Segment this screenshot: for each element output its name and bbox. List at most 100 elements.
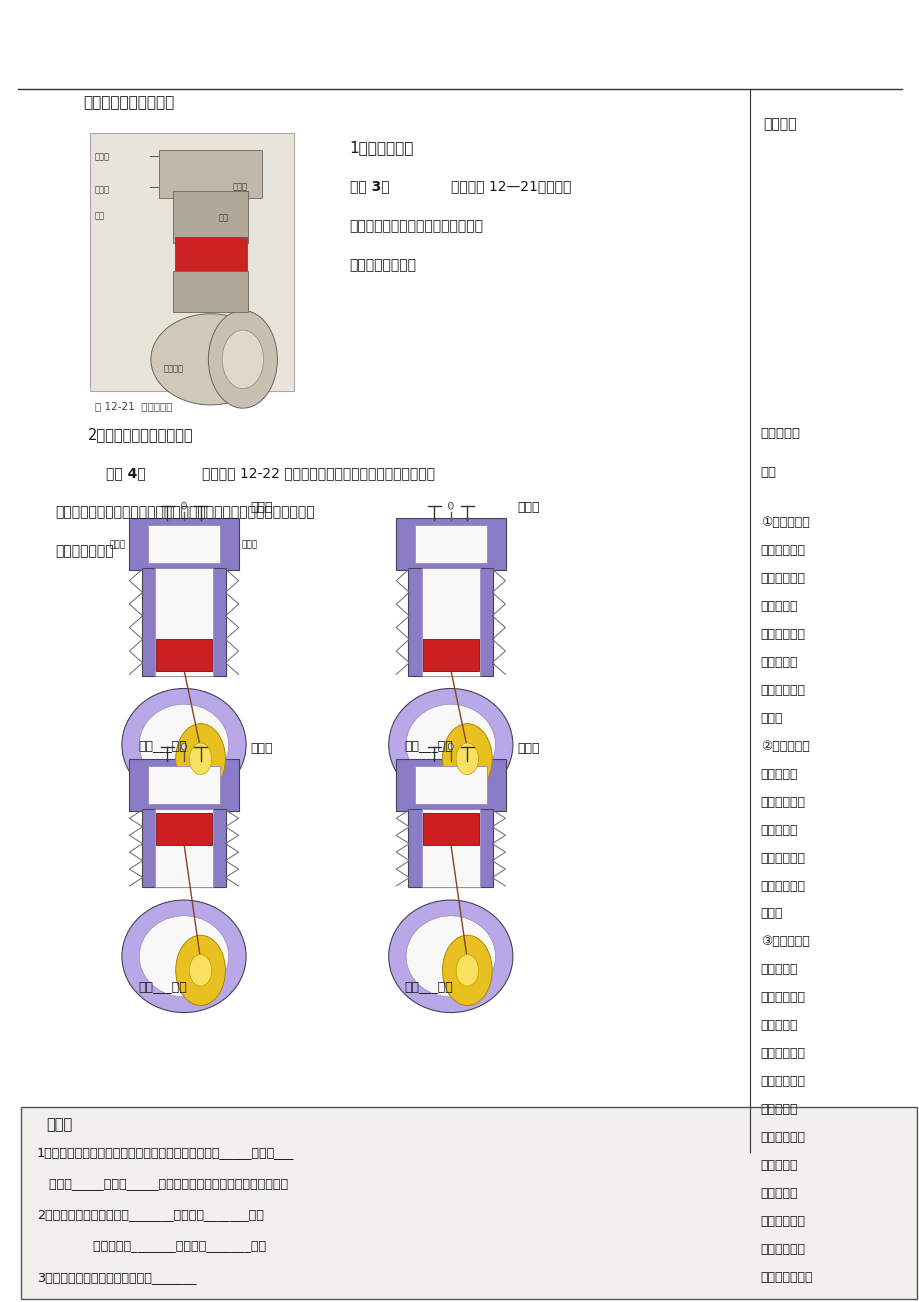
Text: 特点：: 特点： xyxy=(516,742,539,755)
FancyBboxPatch shape xyxy=(129,518,239,570)
FancyBboxPatch shape xyxy=(142,809,226,888)
Text: 进气门: 进气门 xyxy=(109,540,126,549)
Text: 进入气缸（图: 进入气缸（图 xyxy=(760,684,805,697)
Text: 压的气体推: 压的气体推 xyxy=(760,1159,798,1172)
Ellipse shape xyxy=(405,915,495,997)
FancyBboxPatch shape xyxy=(21,1107,916,1299)
Text: 乙：___冲程: 乙：___冲程 xyxy=(404,738,453,751)
Text: 图 12-21  汽油机模型: 图 12-21 汽油机模型 xyxy=(95,401,172,411)
Ellipse shape xyxy=(139,915,229,997)
Circle shape xyxy=(448,743,453,750)
FancyBboxPatch shape xyxy=(173,271,248,312)
FancyBboxPatch shape xyxy=(173,191,248,243)
FancyBboxPatch shape xyxy=(421,809,480,888)
Text: 高温高压的: 高温高压的 xyxy=(760,1103,798,1116)
Text: 做功（图丙）。: 做功（图丙）。 xyxy=(760,1271,812,1284)
Text: 动，汽油和空: 动，汽油和空 xyxy=(760,628,805,641)
Circle shape xyxy=(189,743,211,775)
Text: 2、能量转化：压缩冲程：_______能转化为_______能；: 2、能量转化：压缩冲程：_______能转化为_______能； xyxy=(37,1208,264,1221)
Text: 气的混合物: 气的混合物 xyxy=(760,655,798,668)
FancyBboxPatch shape xyxy=(148,526,220,564)
FancyBboxPatch shape xyxy=(414,767,486,805)
Text: 丙：___冲程: 丙：___冲程 xyxy=(138,979,187,992)
Text: 进气阀打开，: 进气阀打开， xyxy=(760,543,805,556)
Text: 做功冲程：_______能转化为_______能。: 做功冲程：_______能转化为_______能。 xyxy=(37,1240,266,1253)
Ellipse shape xyxy=(139,704,229,785)
FancyBboxPatch shape xyxy=(396,518,505,570)
FancyBboxPatch shape xyxy=(175,237,246,276)
Text: 烈燃烧，产生: 烈燃烧，产生 xyxy=(760,1075,805,1088)
Text: 活塞: 活塞 xyxy=(95,211,105,220)
Text: 活动 4：: 活动 4： xyxy=(106,466,145,480)
Text: 活塞向上运: 活塞向上运 xyxy=(760,823,798,836)
FancyBboxPatch shape xyxy=(408,568,493,676)
Ellipse shape xyxy=(151,314,270,405)
Text: 活塞向下运: 活塞向下运 xyxy=(760,599,798,612)
Text: ③做功冲程：: ③做功冲程： xyxy=(760,935,809,948)
Circle shape xyxy=(442,935,492,1005)
Text: 点填在下图中。: 点填在下图中。 xyxy=(55,544,114,559)
Text: 飞轮: 飞轮 xyxy=(219,214,229,223)
Text: 曲轴连杆: 曲轴连杆 xyxy=(164,365,184,374)
FancyBboxPatch shape xyxy=(142,568,226,676)
FancyBboxPatch shape xyxy=(422,814,479,845)
Text: 气阀都关闭，: 气阀都关闭， xyxy=(760,796,805,809)
Circle shape xyxy=(189,954,211,986)
Circle shape xyxy=(176,935,225,1005)
Text: 运动，带动曲: 运动，带动曲 xyxy=(760,1215,805,1228)
Text: 乙）。: 乙）。 xyxy=(760,907,782,921)
Text: 进气阀和排: 进气阀和排 xyxy=(760,767,798,780)
Text: 汽油机在做功冲程中是如何点火的？并将四个冲程的名称及各冲程的特: 汽油机在做功冲程中是如何点火的？并将四个冲程的名称及各冲程的特 xyxy=(55,505,314,519)
Text: 物被压缩（图: 物被压缩（图 xyxy=(760,879,805,892)
Circle shape xyxy=(442,724,492,794)
Text: 冲程、_____冲程和_____冲程，这四个冲程叫做一个工作循环。: 冲程、_____冲程和_____冲程，这四个冲程叫做一个工作循环。 xyxy=(37,1177,288,1190)
Circle shape xyxy=(176,724,225,794)
Text: 转化: 转化 xyxy=(760,466,776,479)
Text: 排气道: 排气道 xyxy=(233,182,247,191)
Text: 学会看图: 学会看图 xyxy=(763,117,796,132)
Ellipse shape xyxy=(121,900,246,1013)
Text: 气体。高温高: 气体。高温高 xyxy=(760,1131,805,1144)
Ellipse shape xyxy=(389,689,513,801)
Text: 排气门: 排气门 xyxy=(242,540,258,549)
FancyBboxPatch shape xyxy=(421,568,480,676)
Text: 塞产生电火: 塞产生电火 xyxy=(760,1019,798,1032)
Text: 轴转动，对外: 轴转动，对外 xyxy=(760,1243,805,1256)
Text: 活动 3：: 活动 3： xyxy=(349,180,389,194)
Text: 名称填在左图中。: 名称填在左图中。 xyxy=(349,258,416,272)
Ellipse shape xyxy=(209,310,278,409)
Text: 特点：: 特点： xyxy=(250,501,272,514)
Text: 看教材图 12-22 讨论：这四个冲程中能量是如何转化的？: 看教材图 12-22 讨论：这四个冲程中能量是如何转化的？ xyxy=(202,466,435,480)
Text: 动活塞向下: 动活塞向下 xyxy=(760,1187,798,1200)
Text: 3、点火方式：汽油机的点火方式_______: 3、点火方式：汽油机的点火方式_______ xyxy=(37,1271,196,1284)
Ellipse shape xyxy=(405,704,495,785)
FancyBboxPatch shape xyxy=(155,639,212,671)
Text: 填一填: 填一填 xyxy=(46,1117,73,1133)
Text: ①吸气冲程：: ①吸气冲程： xyxy=(760,516,809,529)
FancyBboxPatch shape xyxy=(422,639,479,671)
Text: 结束时，火花: 结束时，火花 xyxy=(760,991,805,1004)
Text: 2、了解汽油机的工作原理: 2、了解汽油机的工作原理 xyxy=(87,427,193,443)
Text: 甲：___冲程: 甲：___冲程 xyxy=(138,738,187,751)
Ellipse shape xyxy=(121,689,246,801)
Text: 动，燃料混合: 动，燃料混合 xyxy=(760,852,805,865)
Text: 1、认识汽油机: 1、认识汽油机 xyxy=(349,141,414,156)
Circle shape xyxy=(181,503,187,509)
Circle shape xyxy=(448,503,453,509)
Ellipse shape xyxy=(222,331,264,388)
FancyBboxPatch shape xyxy=(90,133,294,391)
Text: 在压缩冲程: 在压缩冲程 xyxy=(760,963,798,976)
Circle shape xyxy=(456,743,478,775)
Text: 油机各部分的构造，并将主要部件的: 油机各部分的构造，并将主要部件的 xyxy=(349,219,483,233)
Text: 特点：: 特点： xyxy=(250,742,272,755)
Text: 甲）。: 甲）。 xyxy=(760,711,782,724)
FancyBboxPatch shape xyxy=(414,526,486,564)
FancyBboxPatch shape xyxy=(408,809,493,888)
Text: 丁：___冲程: 丁：___冲程 xyxy=(404,979,453,992)
FancyBboxPatch shape xyxy=(155,814,212,845)
Text: 关注能量的: 关注能量的 xyxy=(760,427,800,440)
FancyBboxPatch shape xyxy=(129,759,239,811)
Text: ②压缩冲程：: ②压缩冲程： xyxy=(760,740,809,753)
Text: 进气阀: 进气阀 xyxy=(95,185,109,194)
Text: 花，使燃料猛: 花，使燃料猛 xyxy=(760,1047,805,1060)
